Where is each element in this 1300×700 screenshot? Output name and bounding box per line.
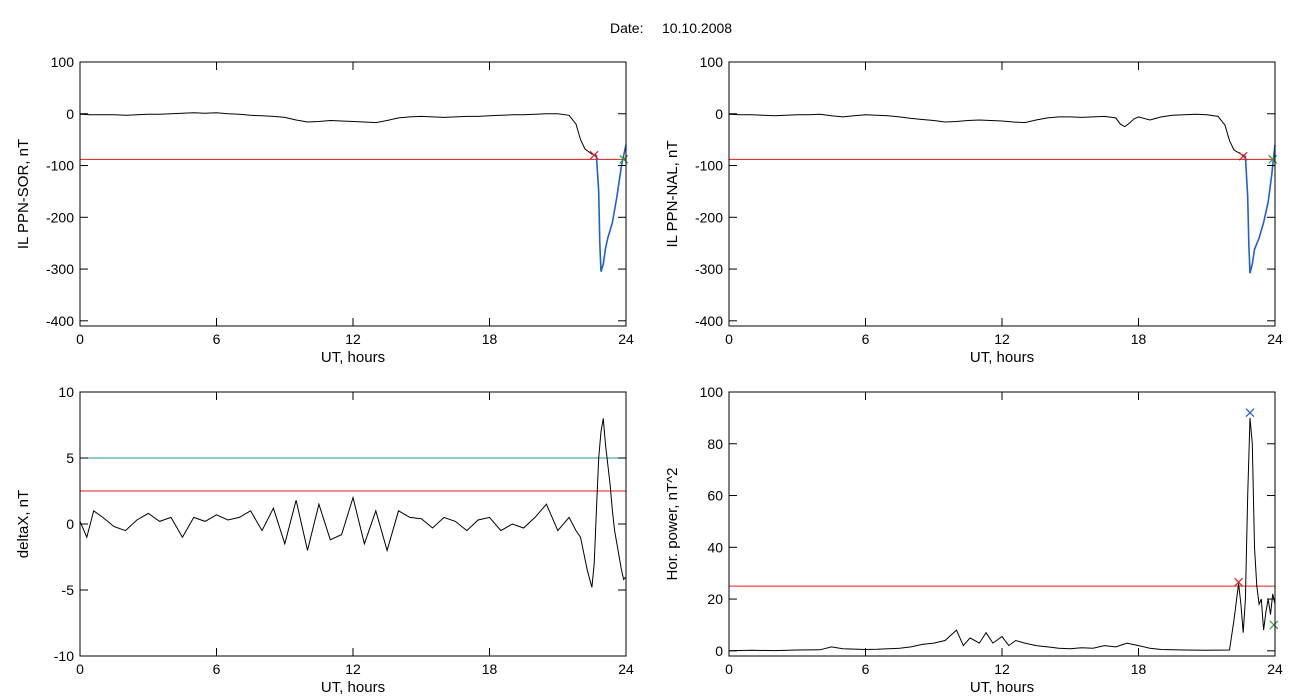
event-marker bbox=[1238, 151, 1248, 161]
y-tick-label: 80 bbox=[707, 436, 723, 452]
y-tick-label: 10 bbox=[58, 384, 74, 400]
plot-frame bbox=[728, 61, 1276, 327]
y-tick-label: 100 bbox=[51, 54, 75, 70]
date-label: Date: bbox=[610, 20, 643, 36]
x-tick-label: 24 bbox=[618, 331, 634, 347]
event-segment-line bbox=[1244, 144, 1276, 274]
y-axis-label: IL PPN-SOR, nT bbox=[15, 139, 32, 249]
y-tick-label: 0 bbox=[715, 643, 723, 659]
series-line bbox=[79, 112, 597, 156]
x-tick-label: 12 bbox=[994, 661, 1010, 677]
date-value: 10.10.2008 bbox=[662, 20, 732, 36]
event-marker bbox=[1269, 620, 1279, 630]
y-axis-label: IL PPN-NAL, nT bbox=[664, 141, 681, 248]
y-tick-label: 5 bbox=[66, 450, 74, 466]
x-tick-label: 6 bbox=[213, 331, 221, 347]
y-axis-label: deltaX, nT bbox=[15, 490, 32, 558]
y-tick-label: -100 bbox=[695, 158, 723, 174]
x-axis-label: UT, hours bbox=[321, 349, 385, 366]
chart-panel: 0 6 12 18 24 100 0 -100 -200 -300 -400 UT, hours IL … bbox=[15, 54, 634, 366]
x-tick-label: 24 bbox=[1267, 661, 1283, 677]
y-tick-label: 100 bbox=[700, 54, 724, 70]
y-tick-label: -10 bbox=[54, 648, 74, 664]
y-tick-label: -400 bbox=[695, 313, 723, 329]
y-tick-label: 40 bbox=[707, 539, 723, 555]
series-line bbox=[79, 418, 627, 588]
y-tick-label: -5 bbox=[62, 582, 75, 598]
event-marker bbox=[1234, 577, 1244, 587]
series-line bbox=[728, 417, 1276, 652]
x-tick-label: 12 bbox=[994, 331, 1010, 347]
event-marker bbox=[1245, 408, 1255, 418]
y-tick-label: -200 bbox=[46, 209, 74, 225]
y-tick-label: -300 bbox=[695, 261, 723, 277]
y-axis-label: Hor. power, nT^2 bbox=[664, 468, 681, 581]
x-tick-label: 18 bbox=[1131, 331, 1147, 347]
x-tick-label: 0 bbox=[725, 331, 733, 347]
plot-frame bbox=[79, 61, 627, 327]
y-tick-label: 20 bbox=[707, 591, 723, 607]
plot-frame bbox=[79, 391, 627, 657]
event-marker bbox=[589, 150, 599, 160]
chart-panel: 0 6 12 18 24 100 80 60 40 20 0 UT, hours Hor. power,… bbox=[664, 384, 1283, 696]
y-tick-label: 100 bbox=[700, 384, 724, 400]
x-tick-label: 6 bbox=[213, 661, 221, 677]
x-tick-label: 0 bbox=[76, 661, 84, 677]
y-tick-label: 0 bbox=[66, 516, 74, 532]
date-header: Date: 10.10.2008 bbox=[610, 20, 732, 36]
x-tick-label: 24 bbox=[618, 661, 634, 677]
y-tick-label: -400 bbox=[46, 313, 74, 329]
x-tick-label: 12 bbox=[345, 331, 361, 347]
y-tick-label: 0 bbox=[66, 106, 74, 122]
x-tick-label: 18 bbox=[1131, 661, 1147, 677]
plot-frame bbox=[728, 391, 1276, 657]
x-tick-label: 24 bbox=[1267, 331, 1283, 347]
y-tick-label: -100 bbox=[46, 158, 74, 174]
series-line bbox=[728, 113, 1246, 157]
x-tick-label: 12 bbox=[345, 661, 361, 677]
y-tick-label: 60 bbox=[707, 488, 723, 504]
y-tick-label: 0 bbox=[715, 106, 723, 122]
x-tick-label: 6 bbox=[862, 661, 870, 677]
x-axis-label: UT, hours bbox=[970, 679, 1034, 696]
x-axis-label: UT, hours bbox=[970, 349, 1034, 366]
y-tick-label: -300 bbox=[46, 261, 74, 277]
chart-panel: 0 6 12 18 24 100 0 -100 -200 -300 -400 UT, hours IL … bbox=[664, 54, 1283, 366]
x-axis-label: UT, hours bbox=[321, 679, 385, 696]
event-segment-line bbox=[595, 144, 627, 272]
y-tick-label: -200 bbox=[695, 209, 723, 225]
x-tick-label: 18 bbox=[482, 331, 498, 347]
x-tick-label: 0 bbox=[76, 331, 84, 347]
x-tick-label: 18 bbox=[482, 661, 498, 677]
x-tick-label: 0 bbox=[725, 661, 733, 677]
x-tick-label: 6 bbox=[862, 331, 870, 347]
chart-panel: 0 6 12 18 24 10 5 0 -5 -10 UT, hours deltaX, nT bbox=[15, 384, 634, 696]
